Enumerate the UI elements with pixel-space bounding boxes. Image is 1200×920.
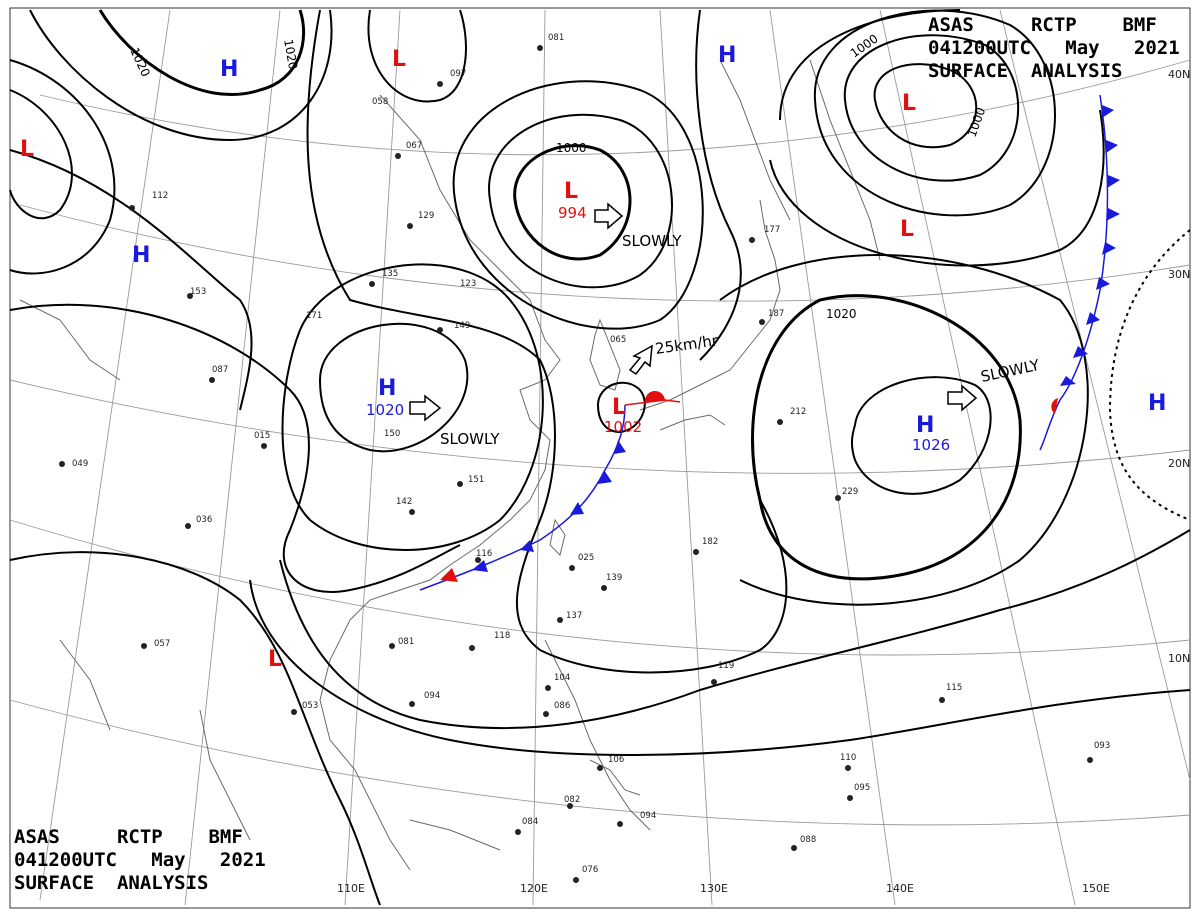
station-label: 123	[460, 279, 476, 289]
high-center-value: 1020	[366, 401, 404, 419]
station-label: 015	[254, 431, 270, 441]
isobar-label: 1000	[556, 141, 587, 155]
low-center-value: 994	[558, 204, 587, 222]
title-line: 041200UTC May 2021	[14, 849, 266, 871]
lon-label: 120E	[520, 882, 548, 895]
station-label: 151	[468, 475, 484, 485]
station-label: 094	[640, 811, 656, 821]
lat-label: 30N	[1168, 268, 1190, 281]
station-label: 057	[154, 639, 170, 649]
latitude-labels: 40N 30N 20N 10N	[1168, 68, 1190, 665]
movement-tag: SLOWLY	[622, 232, 682, 250]
station-label: 036	[196, 515, 212, 525]
station-label: 182	[702, 537, 718, 547]
title-line: ASAS RCTP BMF	[14, 826, 243, 848]
pressure-centers: H H H H 1020 H 1026 H L L L 994 L L L 10…	[20, 43, 1166, 672]
station-dots	[59, 45, 1093, 883]
title-line: ASAS RCTP BMF	[928, 14, 1157, 36]
station-label: 137	[566, 611, 582, 621]
lon-label: 130E	[700, 882, 728, 895]
station-label: 081	[398, 637, 414, 647]
station-label: 177	[764, 225, 780, 235]
station-label: 119	[718, 661, 734, 671]
map-frame	[9, 7, 1191, 909]
movement-tag: SLOWLY	[440, 430, 500, 448]
high-center-symbol: H	[916, 413, 934, 438]
lat-label: 10N	[1168, 652, 1190, 665]
title-line: SURFACE ANALYSIS	[14, 872, 209, 894]
high-center-symbol: H	[378, 376, 396, 401]
trough-line	[1108, 229, 1191, 521]
map-title-top-right: ASAS RCTP BMF 041200UTC May 2021 SURFACE A…	[928, 14, 1180, 83]
station-label: 212	[790, 407, 806, 417]
station-label: 149	[454, 321, 470, 331]
station-label: 094	[424, 691, 440, 701]
station-label: 135	[382, 269, 398, 279]
station-label: 025	[578, 553, 594, 563]
station-label: 081	[548, 33, 564, 43]
station-label: 112	[152, 191, 168, 201]
station-label: 088	[800, 835, 816, 845]
coastlines	[19, 59, 881, 871]
station-label: 129	[418, 211, 434, 221]
lon-label: 110E	[337, 882, 365, 895]
stationary-front	[419, 390, 681, 591]
station-label: 142	[396, 497, 412, 507]
isobars	[9, 9, 1191, 906]
map-title-bottom-left: ASAS RCTP BMF 041200UTC May 2021 SURFACE A…	[14, 826, 266, 895]
station-label: 095	[854, 783, 870, 793]
low-center-value: 1002	[604, 418, 642, 436]
station-label: 139	[606, 573, 622, 583]
low-center-symbol: L	[900, 217, 914, 242]
station-label: 084	[522, 817, 538, 827]
low-center-symbol: L	[902, 91, 916, 116]
station-label: 058	[372, 97, 388, 107]
lat-label: 20N	[1168, 457, 1190, 470]
high-center-symbol: H	[220, 57, 238, 82]
high-center-symbol: H	[718, 43, 736, 68]
station-label: 065	[610, 335, 626, 345]
station-label: 053	[302, 701, 318, 711]
station-plots: 081 097 058 067 129 135 123 149 087 015 …	[59, 33, 1110, 883]
station-label: 082	[564, 795, 580, 805]
low-center-symbol: L	[564, 179, 578, 204]
station-label: 106	[608, 755, 624, 765]
station-label: 229	[842, 487, 858, 497]
cold-front-pacific	[1039, 94, 1120, 451]
low-center-symbol: L	[392, 47, 406, 72]
title-line: 041200UTC May 2021	[928, 37, 1180, 59]
low-center-symbol: L	[268, 647, 282, 672]
station-label: 110	[840, 753, 856, 763]
station-label: 087	[212, 365, 228, 375]
lon-label: 140E	[886, 882, 914, 895]
station-label: 150	[384, 429, 400, 439]
station-label: 076	[582, 865, 598, 875]
station-label: 097	[450, 69, 466, 79]
longitude-grid	[39, 9, 1191, 906]
station-label: 118	[494, 631, 510, 641]
station-label: 153	[190, 287, 206, 297]
station-label: 115	[946, 683, 962, 693]
station-label: 067	[406, 141, 422, 151]
isobar-label: 1020	[281, 38, 300, 71]
isobar-label: 1020	[826, 307, 857, 321]
high-center-symbol: H	[1148, 391, 1166, 416]
longitude-labels: 110E 120E 130E 140E 150E	[337, 882, 1110, 895]
station-label: 104	[554, 673, 570, 683]
station-label: 171	[306, 311, 322, 321]
station-label: 116	[476, 549, 492, 559]
station-label: 086	[554, 701, 570, 711]
station-label: 049	[72, 459, 88, 469]
title-line: SURFACE ANALYSIS	[928, 60, 1123, 82]
low-center-symbol: L	[612, 395, 626, 420]
station-label: 187	[768, 309, 784, 319]
lon-label: 150E	[1082, 882, 1110, 895]
movement-arrows	[409, 202, 978, 422]
high-center-symbol: H	[132, 243, 150, 268]
station-label: 093	[1094, 741, 1110, 751]
low-center-symbol: L	[20, 137, 34, 162]
high-center-value: 1026	[912, 436, 950, 454]
lat-label: 40N	[1168, 68, 1190, 81]
